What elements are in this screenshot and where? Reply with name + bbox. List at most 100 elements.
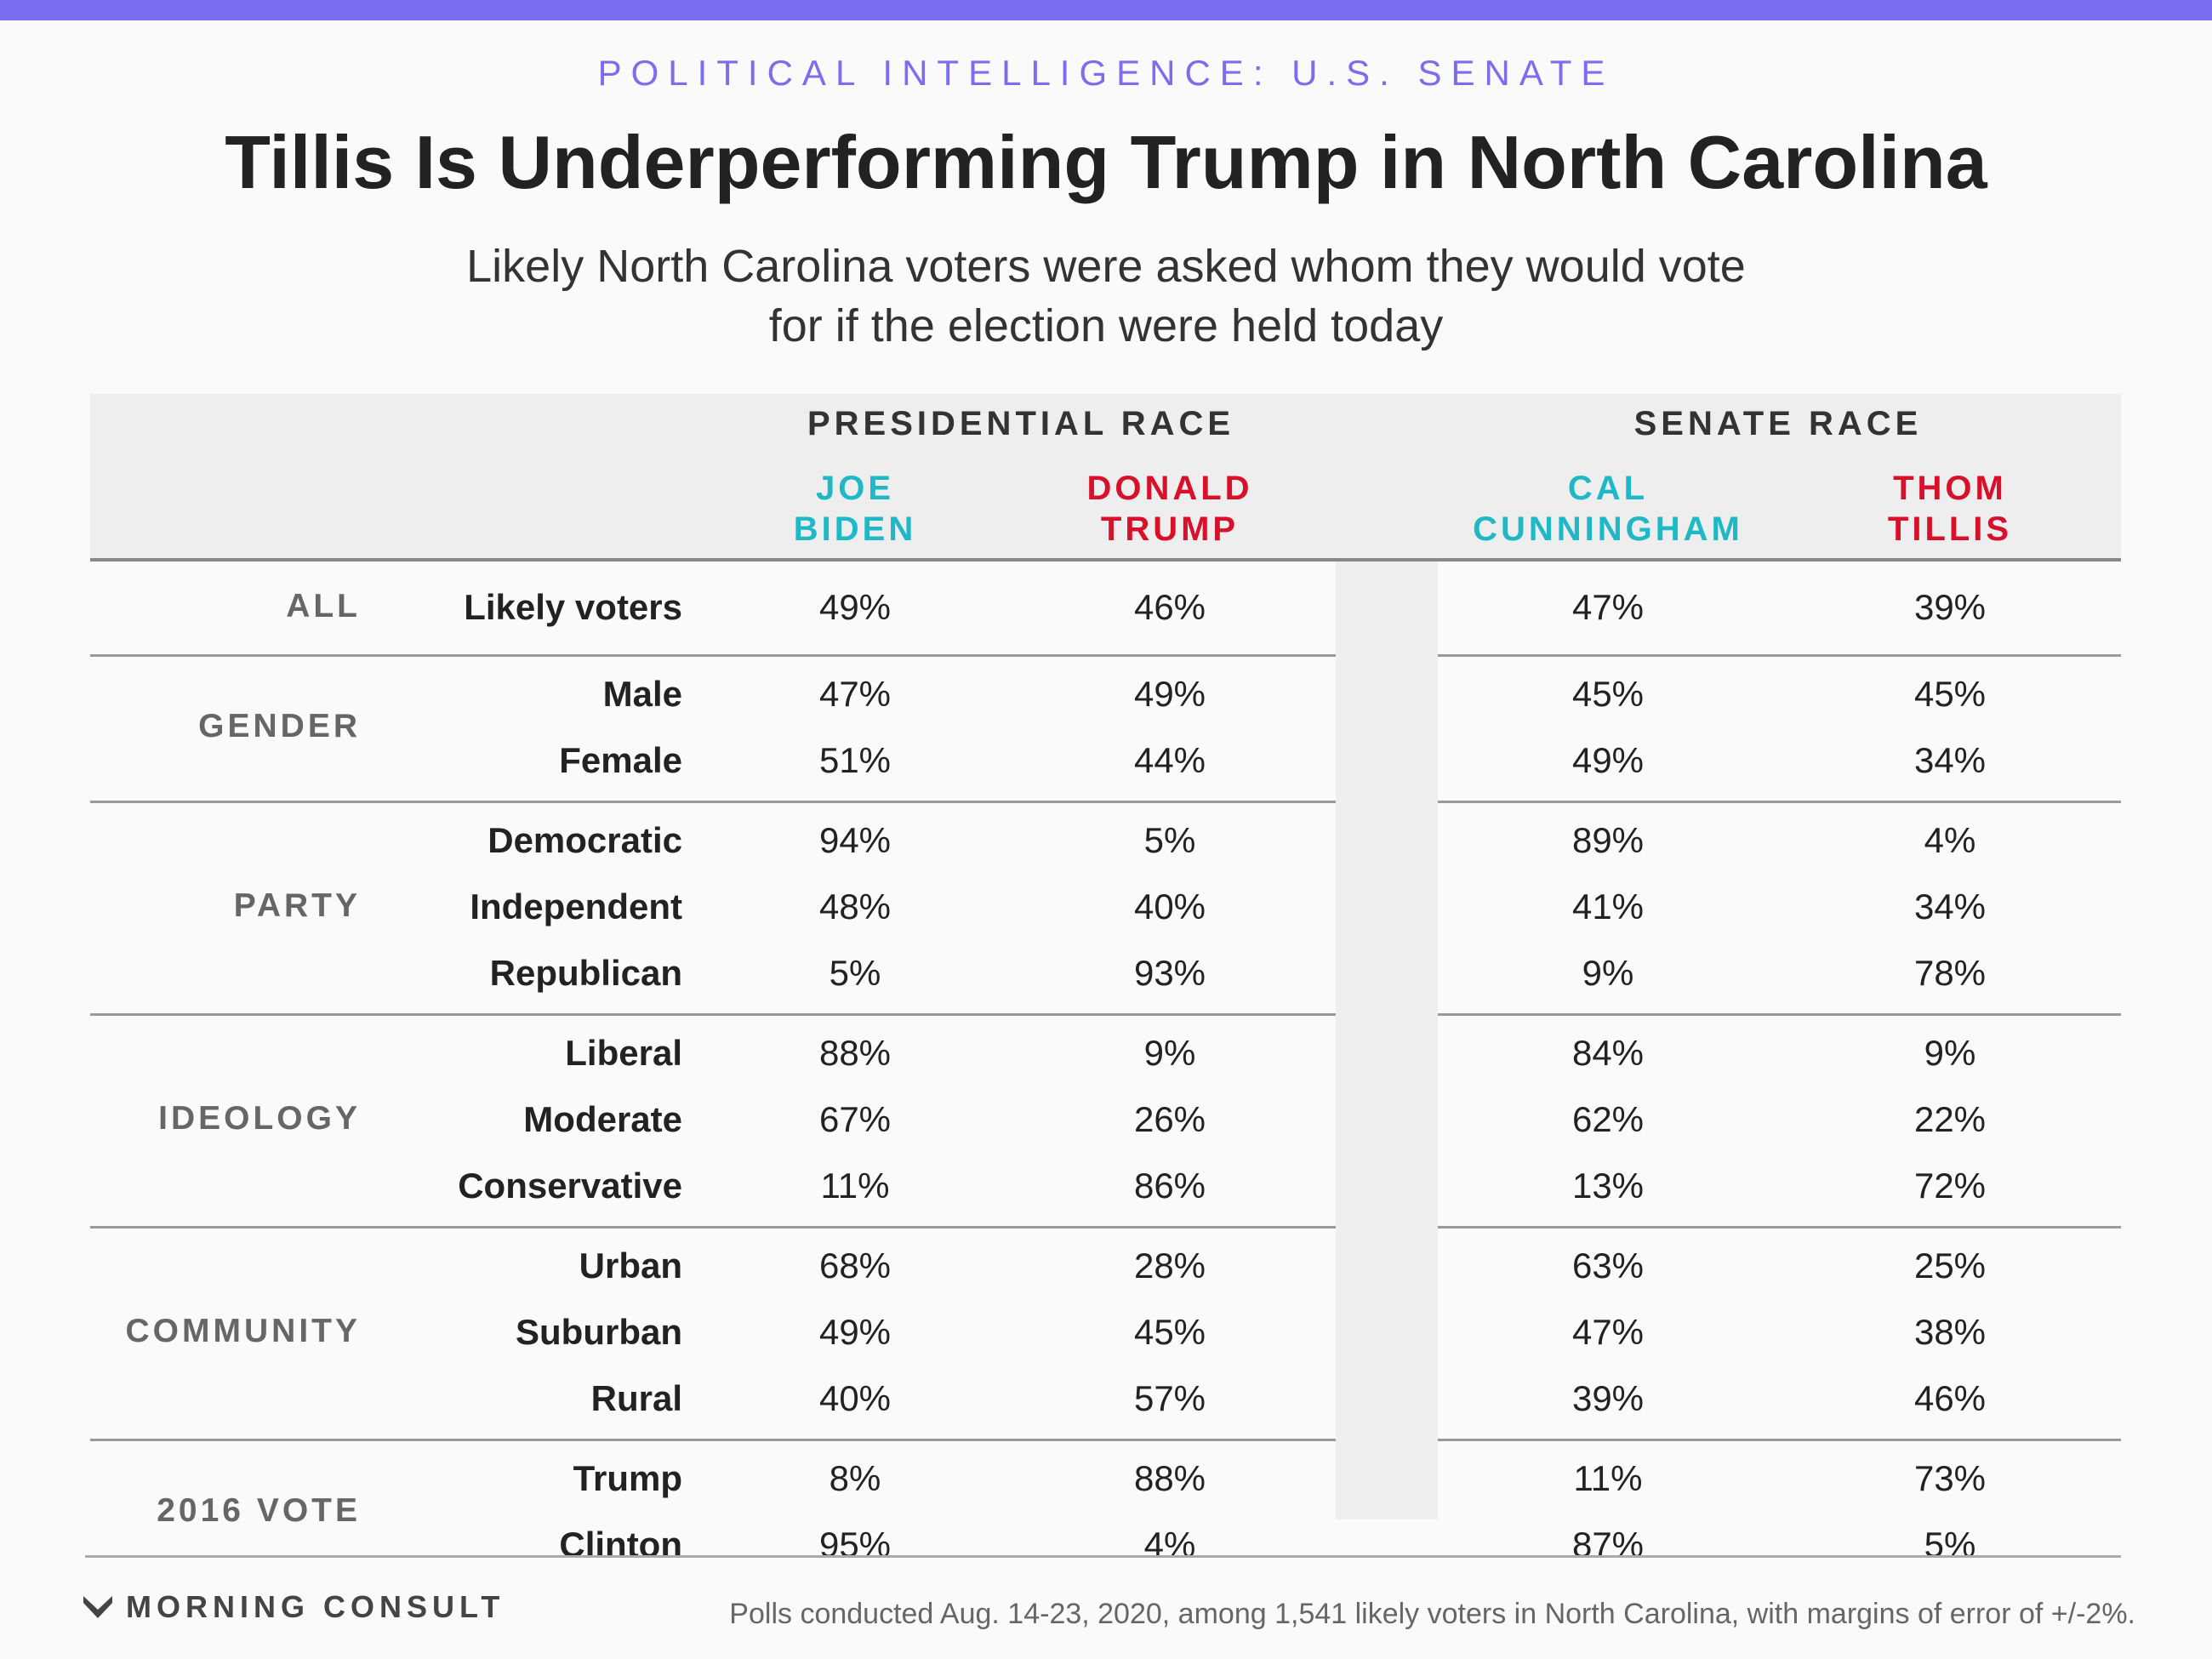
table-cell: 9%: [1143, 1033, 1196, 1073]
group-divider: [90, 1439, 1336, 1441]
row-label: Moderate: [523, 1099, 682, 1139]
table-cell: 40%: [1133, 887, 1206, 926]
candidate-name-line2: CUNNINGHAM: [1473, 510, 1743, 548]
group-divider: [1438, 1013, 2121, 1016]
candidate-header: DONALD TRUMP: [1008, 468, 1331, 550]
page-title: Tillis Is Underperforming Trump in North…: [225, 120, 1987, 204]
group-divider: [90, 654, 1336, 657]
row-label: Clinton: [559, 1525, 682, 1565]
row-label: Female: [559, 740, 682, 780]
senate-race-heading: SENATE RACE: [1633, 405, 1923, 442]
table-cell: 62%: [1571, 1099, 1645, 1139]
candidate-name-line1: JOE: [815, 470, 895, 507]
table-cell: 39%: [1571, 1378, 1645, 1418]
table-cell: 40%: [818, 1378, 892, 1418]
group-divider: [90, 1226, 1336, 1229]
table-cell: 89%: [1571, 820, 1645, 860]
table-cell: 34%: [1913, 887, 1987, 926]
table-cell: 72%: [1913, 1166, 1987, 1206]
group-divider: [1438, 1226, 2121, 1229]
table-cell: 11%: [1573, 1458, 1643, 1498]
table-cell: 25%: [1913, 1246, 1987, 1286]
subtitle-line-2: for if the election were held today: [768, 300, 1444, 351]
group-divider: [1438, 1439, 2121, 1441]
group-divider: [1438, 801, 2121, 803]
table-cell: 9%: [1924, 1033, 1976, 1073]
table-cell: 49%: [1571, 740, 1645, 780]
group-divider: [90, 1013, 1336, 1016]
table-cell: 47%: [1571, 587, 1645, 627]
table-cell: 26%: [1133, 1099, 1206, 1139]
table-cell: 73%: [1913, 1458, 1987, 1498]
table-cell: 45%: [1133, 1312, 1206, 1352]
table-cell: 93%: [1133, 953, 1206, 993]
table-cell: 51%: [818, 740, 892, 780]
morning-consult-logo: MORNING CONSULT: [82, 1589, 505, 1625]
table-cell: 44%: [1133, 740, 1206, 780]
table-cell: 5%: [829, 953, 881, 993]
table-cell: 39%: [1913, 587, 1987, 627]
row-label: Trump: [573, 1458, 682, 1498]
group-label: IDEOLOGY: [158, 1100, 361, 1137]
table-cell: 11%: [820, 1166, 890, 1206]
row-label: Independent: [470, 887, 682, 926]
table-cell: 5%: [1924, 1525, 1976, 1565]
table-cell: 46%: [1133, 587, 1206, 627]
table-cell: 49%: [818, 1312, 892, 1352]
morning-consult-logo-icon: [83, 1596, 112, 1618]
table-cell: 38%: [1913, 1312, 1987, 1352]
group-label: 2016 VOTE: [157, 1492, 361, 1529]
row-label: Conservative: [458, 1166, 682, 1206]
table-cell: 45%: [1571, 674, 1645, 714]
candidate-name-line1: DONALD: [1086, 470, 1253, 507]
table-cell: 63%: [1571, 1246, 1645, 1286]
presidential-race-heading: PRESIDENTIAL RACE: [807, 405, 1235, 442]
header-rule: [90, 558, 2121, 562]
group-label: COMMUNITY: [125, 1313, 361, 1349]
table-cell: 47%: [1571, 1312, 1645, 1352]
row-label: Urban: [579, 1246, 682, 1286]
candidate-name-line2: BIDEN: [793, 510, 917, 548]
table-cell: 95%: [818, 1525, 892, 1565]
candidate-header: CAL CUNNINGHAM: [1446, 468, 1770, 550]
group-divider: [1438, 654, 2121, 657]
table-cell: 46%: [1913, 1378, 1987, 1418]
table-cell: 28%: [1133, 1246, 1206, 1286]
table-cell: 45%: [1913, 674, 1987, 714]
table-cell: 4%: [1924, 820, 1976, 860]
table-cell: 87%: [1571, 1525, 1645, 1565]
group-label: GENDER: [198, 708, 361, 744]
table-cell: 49%: [1133, 674, 1206, 714]
candidate-name-line1: CAL: [1567, 470, 1649, 507]
table-cell: 67%: [818, 1099, 892, 1139]
table-cell: 13%: [1571, 1166, 1645, 1206]
group-label: ALL: [286, 588, 361, 624]
race-divider-column: [1336, 562, 1438, 1519]
candidate-header: THOM TILLIS: [1788, 468, 2112, 550]
row-label: Rural: [590, 1378, 682, 1418]
table-cell: 94%: [818, 820, 892, 860]
row-label: Suburban: [516, 1312, 682, 1352]
group-divider: [90, 801, 1336, 803]
candidate-name-line2: TILLIS: [1887, 510, 2013, 548]
table-cell: 4%: [1143, 1525, 1196, 1565]
row-label: Male: [602, 674, 682, 714]
table-cell: 84%: [1571, 1033, 1645, 1073]
table-cell: 88%: [818, 1033, 892, 1073]
table-cell: 22%: [1913, 1099, 1987, 1139]
table-cell: 86%: [1133, 1166, 1206, 1206]
methodology-note: Polls conducted Aug. 14-23, 2020, among …: [729, 1598, 2135, 1630]
table-cell: 8%: [829, 1458, 881, 1498]
subtitle: Likely North Carolina voters were asked …: [255, 237, 1957, 356]
row-label: Democratic: [487, 820, 682, 860]
candidate-header: JOE BIDEN: [693, 468, 1017, 550]
table-cell: 48%: [818, 887, 892, 926]
table-cell: 9%: [1582, 953, 1634, 993]
table-cell: 49%: [818, 587, 892, 627]
table-cell: 47%: [818, 674, 892, 714]
table-header-band: [90, 394, 2121, 558]
brand-name: MORNING CONSULT: [126, 1589, 505, 1624]
table-cell: 68%: [818, 1246, 892, 1286]
row-label: Likely voters: [464, 587, 682, 627]
table-cell: 34%: [1913, 740, 1987, 780]
